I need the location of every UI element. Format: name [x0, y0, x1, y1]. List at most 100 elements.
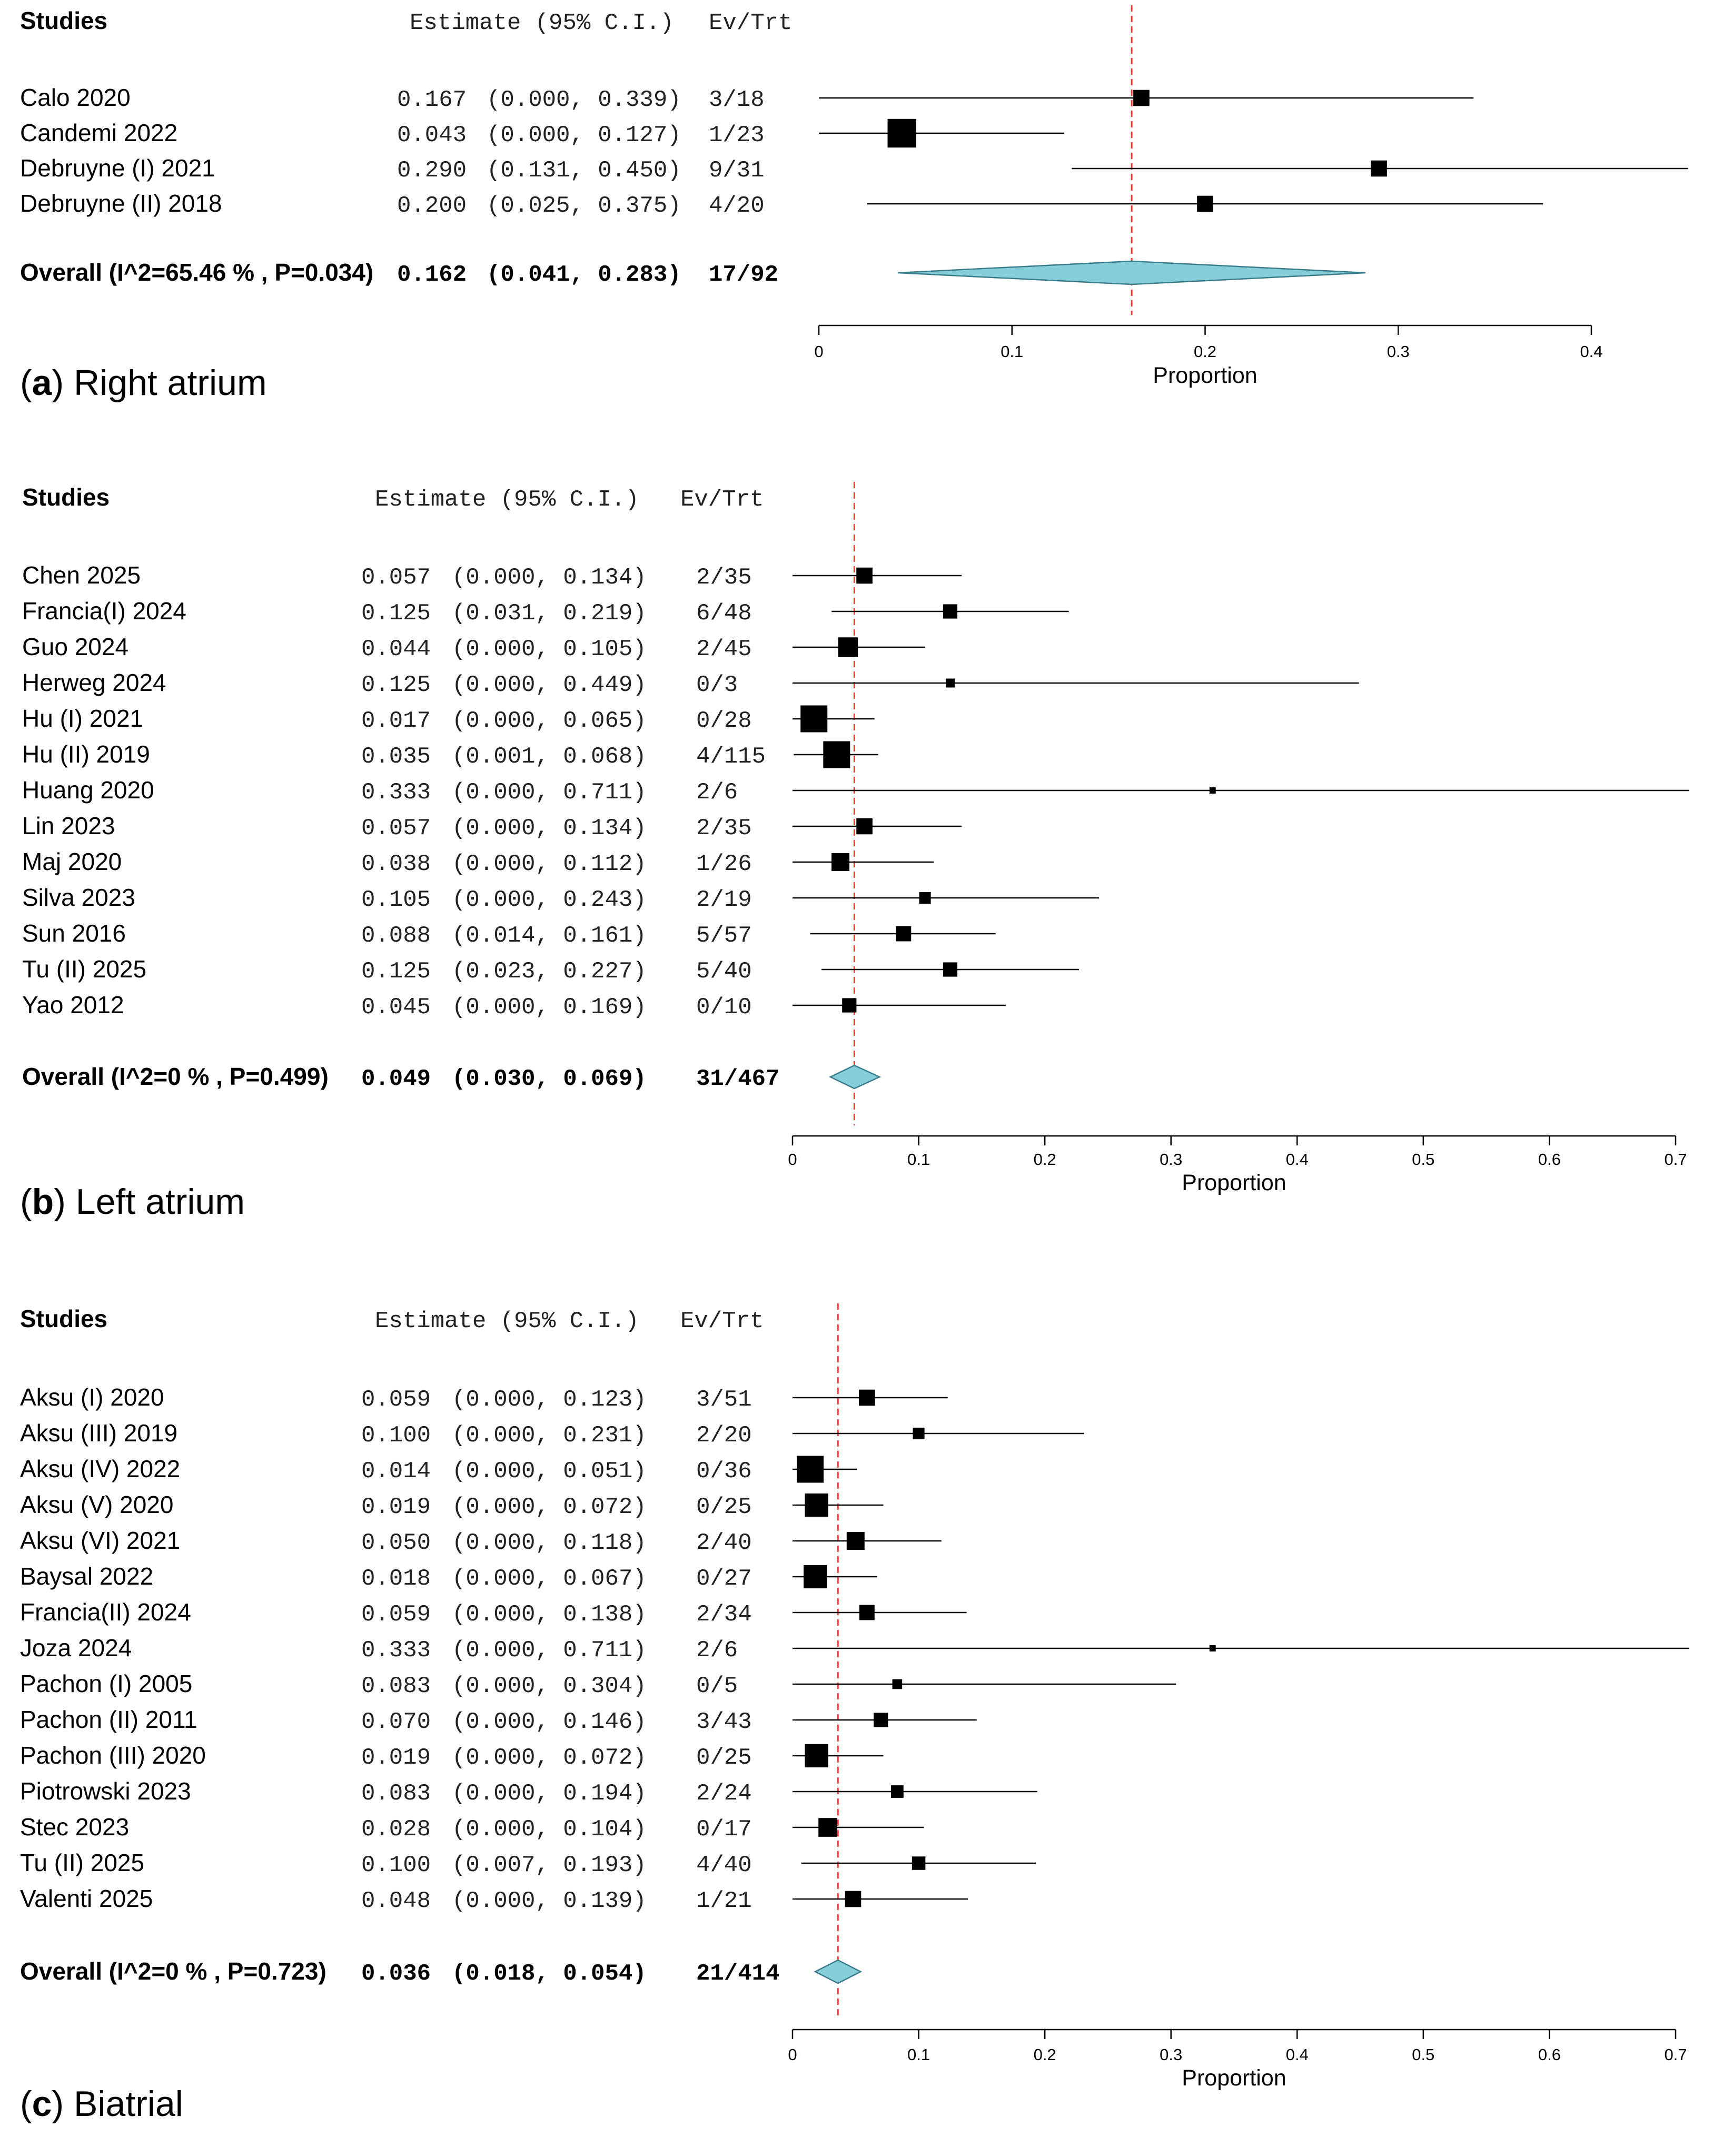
panel-b-x-tick-label: 0.6	[1538, 1150, 1561, 1169]
panel-c-study-events: 2/24	[696, 1781, 752, 1807]
panel-c-study-ci: (0.000, 0.138)	[452, 1601, 647, 1628]
panel-a-caption-part: a	[32, 363, 53, 403]
panel-b-header-studies: Studies	[22, 483, 110, 511]
panel-c-caption-part: c	[32, 2084, 52, 2124]
panel-c-study-point-marker	[859, 1605, 875, 1620]
panel-c-study-events: 0/5	[696, 1673, 738, 1699]
panel-c-study-name: Pachon (II) 2011	[20, 1706, 197, 1733]
panel-b-study-point-marker	[800, 705, 828, 733]
panel-c-study-ci: (0.000, 0.104)	[452, 1816, 647, 1843]
panel-b-x-tick-label: 0.2	[1034, 1150, 1056, 1169]
panel-c-study-events: 2/40	[696, 1530, 752, 1556]
panel-b-study-events: 2/45	[696, 636, 752, 662]
panel-b-study-ci: (0.023, 0.227)	[452, 958, 647, 985]
panel-a-header-events: Ev/Trt	[709, 10, 792, 36]
panel-c-study-ci: (0.000, 0.711)	[452, 1637, 647, 1664]
panel-c-header-events: Ev/Trt	[680, 1308, 764, 1334]
panel-a-x-tick-label: 0.2	[1194, 342, 1216, 361]
panel-b-study-events: 5/40	[696, 958, 752, 985]
panel-b-x-tick-label: 0.4	[1286, 1150, 1309, 1169]
panel-b-header-estimate: Estimate (95% C.I.)	[375, 487, 639, 513]
panel-b-study-estimate: 0.125	[361, 672, 431, 698]
panel-b-study-point-marker	[943, 604, 958, 619]
panel-b-caption: (b) Left atrium	[20, 1182, 245, 1222]
panel-c-caption-part: )	[52, 2084, 74, 2124]
panel-b-study-estimate: 0.035	[361, 744, 431, 770]
panel-c-study-estimate: 0.018	[361, 1566, 431, 1592]
panel-b-study-ci: (0.000, 0.243)	[452, 887, 647, 913]
panel-b-caption-part: Left atrium	[76, 1182, 245, 1222]
panel-a-overall-events: 17/92	[709, 262, 778, 288]
panel-c-x-axis-title: Proportion	[1182, 2065, 1286, 2091]
panel-b-study-name: Silva 2023	[22, 884, 135, 911]
panel-a-study-ci: (0.025, 0.375)	[487, 193, 681, 219]
panel-a-header-estimate: Estimate (95% C.I.)	[410, 10, 674, 36]
panel-c-caption-part: Biatrial	[74, 2084, 183, 2124]
panel-b-study-name: Maj 2020	[22, 848, 122, 875]
panel-b-study-ci: (0.000, 0.169)	[452, 994, 647, 1021]
panel-a-study-estimate: 0.167	[397, 87, 467, 113]
panel-b-study-estimate: 0.125	[361, 958, 431, 985]
panel-b-study-name: Chen 2025	[22, 561, 141, 589]
panel-c-x-tick-label: 0.6	[1538, 2045, 1561, 2064]
panel-b-study-point-marker	[945, 678, 955, 688]
panel-b-x-axis-title: Proportion	[1182, 1170, 1286, 1195]
panel-b-study-point-marker	[943, 962, 958, 977]
panel-b-study-estimate: 0.038	[361, 851, 431, 877]
panel-b-study-events: 5/57	[696, 923, 752, 949]
panel-c-study-ci: (0.000, 0.123)	[452, 1387, 647, 1413]
panel-c-x-tick-label: 0.7	[1664, 2045, 1687, 2064]
panel-b-study-estimate: 0.125	[361, 600, 431, 627]
panel-b-study-point-marker	[823, 741, 850, 768]
panel-c-x-tick-label: 0.3	[1160, 2045, 1182, 2064]
panel-c-header-estimate: Estimate (95% C.I.)	[375, 1308, 639, 1334]
panel-c-study-point-marker	[859, 1389, 875, 1406]
panel-c-study-estimate: 0.019	[361, 1494, 431, 1520]
panel-c-study-events: 0/25	[696, 1745, 752, 1771]
panel-b-study-name: Tu (II) 2025	[22, 955, 146, 983]
panel-c-study-point-marker	[892, 1679, 903, 1689]
panel-a-overall-ci: (0.041, 0.283)	[487, 262, 681, 288]
panel-b-x-tick-label: 0.1	[907, 1150, 930, 1169]
panel-b-study-ci: (0.014, 0.161)	[452, 923, 647, 949]
panel-a-x-tick-label: 0.3	[1387, 342, 1410, 361]
panel-c-study-point-marker	[818, 1818, 837, 1837]
panel-c-study-point-marker	[805, 1493, 828, 1517]
panel-b-study-point-marker	[1209, 787, 1216, 794]
panel-c-study-point-marker	[890, 1785, 904, 1798]
panel-b-caption-part: b	[32, 1182, 54, 1222]
panel-b-overall-estimate: 0.049	[361, 1066, 431, 1092]
panel-c-study-events: 2/6	[696, 1637, 738, 1664]
panel-c-x-tick-label: 0.1	[907, 2045, 930, 2064]
panel-c-study-name: Aksu (I) 2020	[20, 1383, 164, 1411]
panel-b-x-tick-label: 0.3	[1160, 1150, 1182, 1169]
panel-c-caption: (c) Biatrial	[20, 2084, 183, 2124]
panel-c-study-estimate: 0.019	[361, 1745, 431, 1771]
panel-a-study-events: 4/20	[709, 193, 765, 219]
panel-b-study-ci: (0.000, 0.134)	[452, 815, 647, 842]
panel-c-study-events: 2/34	[696, 1601, 752, 1628]
panel-b-study-estimate: 0.088	[361, 923, 431, 949]
panel-c-study-name: Aksu (III) 2019	[20, 1419, 177, 1447]
panel-a-study-name: Calo 2020	[20, 84, 131, 111]
panel-b-study-events: 2/35	[696, 815, 752, 842]
panel-a-overall-estimate: 0.162	[397, 262, 467, 288]
panel-b-study-name: Huang 2020	[22, 776, 154, 804]
panel-c-study-events: 0/17	[696, 1816, 752, 1843]
panel-b-study-point-marker	[856, 818, 873, 835]
panel-b-study-events: 2/19	[696, 887, 752, 913]
panel-c-study-name: Aksu (V) 2020	[20, 1491, 173, 1518]
panel-c-study-ci: (0.007, 0.193)	[452, 1852, 647, 1878]
panel-c-study-name: Joza 2024	[20, 1634, 132, 1661]
panel-c-study-estimate: 0.014	[361, 1458, 431, 1485]
panel-b-study-ci: (0.000, 0.711)	[452, 779, 647, 806]
panel-b-study-events: 4/115	[696, 744, 766, 770]
panel-b-study-estimate: 0.017	[361, 708, 431, 734]
panel-c-study-estimate: 0.048	[361, 1888, 431, 1914]
panel-b-overall-events: 31/467	[696, 1066, 779, 1092]
panel-b-study-estimate: 0.105	[361, 887, 431, 913]
panel-c-study-ci: (0.000, 0.139)	[452, 1888, 647, 1914]
panel-a-header-studies: Studies	[20, 7, 107, 34]
panel-b-study-name: Francia(I) 2024	[22, 597, 186, 625]
